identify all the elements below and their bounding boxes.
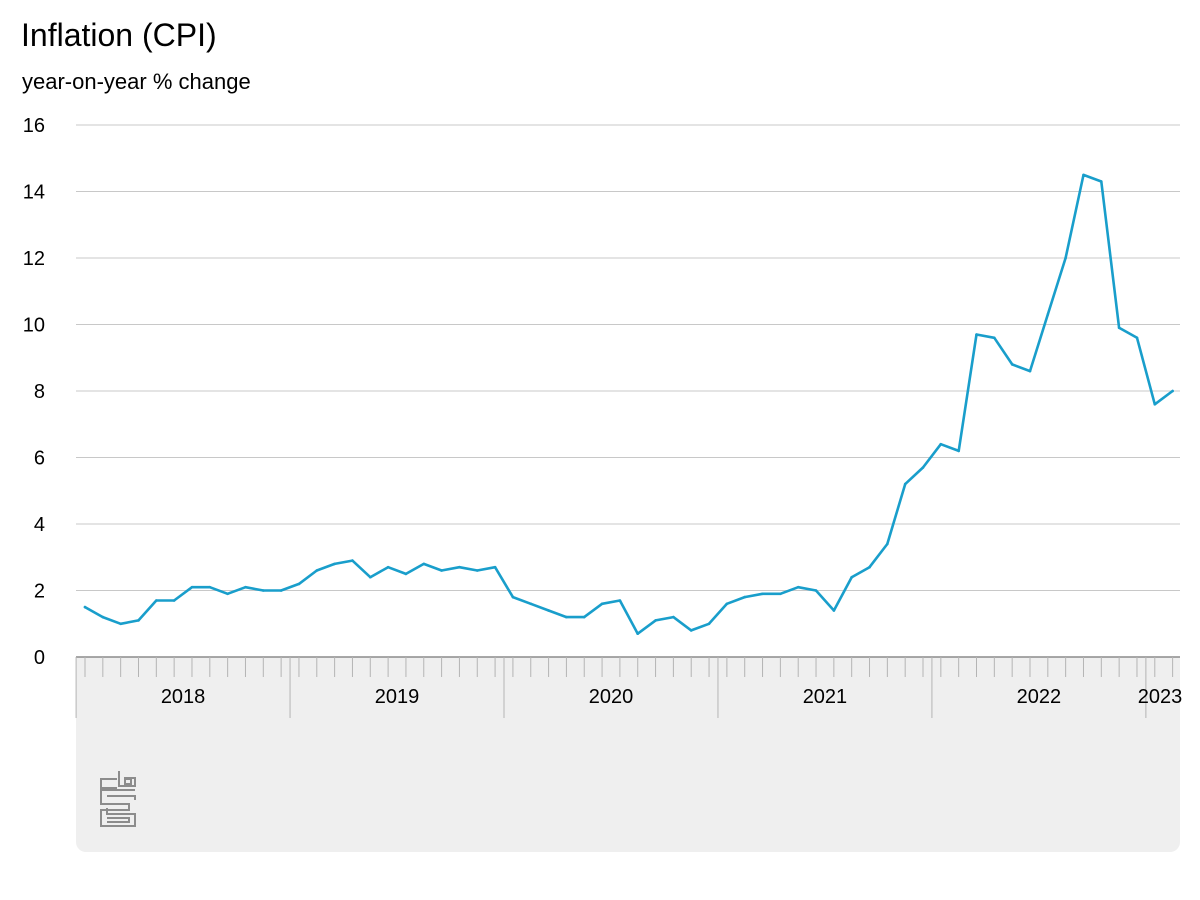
data-point-2018-06: [172, 599, 176, 602]
data-point-2019-04: [351, 559, 354, 562]
y-tick-label-2: 2: [34, 581, 45, 603]
data-point-2018-07: [190, 585, 194, 589]
data-point-2018-12: [279, 589, 283, 592]
data-point-2020-07: [618, 599, 622, 602]
data-point-2018-05: [155, 599, 158, 602]
x-year-label-2022: 2022: [1017, 686, 1062, 708]
data-point-2022-09: [1082, 173, 1085, 177]
data-point-2019-01: [297, 582, 301, 586]
data-point-2020-04: [565, 615, 568, 619]
data-point-2023-01: [1153, 403, 1157, 406]
data-point-2018-02: [101, 615, 105, 619]
y-tick-label-16: 16: [23, 115, 45, 137]
footer-panel: [76, 718, 1180, 852]
data-point-2020-10: [672, 615, 675, 619]
x-year-label-2018: 2018: [161, 686, 206, 708]
data-point-2022-11: [1117, 326, 1121, 330]
data-point-2019-05: [369, 575, 372, 579]
data-point-2020-08: [636, 632, 639, 635]
data-point-2019-10: [458, 565, 461, 569]
data-point-2018-03: [119, 622, 122, 626]
data-point-2022-02: [957, 449, 960, 453]
data-point-2018-04: [137, 619, 140, 622]
data-point-2019-02: [315, 569, 319, 572]
x-axis-band: [76, 657, 1180, 718]
data-point-2018-01: [83, 605, 87, 609]
data-point-2019-06: [386, 565, 390, 569]
series-line: [83, 173, 1174, 635]
data-point-2021-10: [886, 542, 889, 546]
data-point-2020-09: [654, 619, 657, 622]
x-year-label-2023: 2023: [1138, 686, 1183, 708]
data-point-2020-03: [547, 609, 550, 612]
data-point-2020-11: [689, 629, 693, 632]
data-point-2021-01: [725, 602, 729, 606]
data-point-2021-04: [779, 592, 782, 596]
data-point-2023-02: [1171, 389, 1174, 393]
x-year-label-2019: 2019: [375, 686, 420, 708]
data-point-2019-08: [422, 562, 426, 566]
y-tick-label-10: 10: [23, 315, 45, 337]
y-tick-label-12: 12: [23, 248, 45, 270]
data-point-2019-07: [404, 572, 408, 576]
data-point-2020-06: [600, 602, 604, 606]
y-tick-label-14: 14: [23, 182, 45, 204]
data-point-2022-07: [1046, 313, 1050, 316]
data-point-2022-04: [993, 336, 996, 340]
data-point-2021-09: [868, 565, 871, 569]
x-year-label-2020: 2020: [589, 686, 634, 708]
data-point-2018-09: [226, 592, 229, 596]
data-point-2022-05: [1010, 363, 1014, 366]
data-point-2021-05: [796, 585, 800, 589]
chart-title: Inflation (CPI): [21, 17, 217, 53]
data-point-2021-12: [921, 466, 925, 469]
data-point-2021-11: [903, 482, 907, 486]
data-point-2020-05: [582, 615, 586, 619]
data-point-2019-03: [333, 562, 336, 566]
x-year-label-2021: 2021: [803, 686, 848, 708]
data-point-2021-06: [814, 589, 818, 592]
y-tick-label-0: 0: [34, 647, 45, 669]
data-point-2021-02: [743, 595, 746, 599]
y-tick-label-4: 4: [34, 514, 45, 536]
x-year-labels: 2018 2019 2020 2021 2022 2023: [161, 686, 1182, 708]
y-tick-label-8: 8: [34, 381, 45, 403]
chart-subtitle: year-on-year % change: [22, 69, 251, 94]
data-point-2019-12: [493, 565, 497, 569]
data-point-2022-01: [939, 442, 943, 446]
y-tick-labels: 0 2 4 6 8 10 12 14 16: [23, 115, 45, 669]
data-point-2020-01: [511, 595, 515, 599]
data-point-2021-03: [761, 592, 764, 596]
y-gridlines: [76, 124, 1180, 658]
data-point-2018-08: [208, 585, 212, 589]
data-point-2022-12: [1135, 336, 1139, 340]
data-point-2021-08: [850, 575, 853, 579]
data-point-2020-02: [529, 602, 533, 606]
data-point-2022-08: [1064, 256, 1067, 260]
cbs-logo-icon: [100, 771, 136, 827]
data-point-2022-06: [1028, 369, 1032, 373]
data-point-2020-12: [707, 622, 711, 626]
data-point-2018-10: [244, 585, 247, 589]
data-point-2018-11: [262, 589, 265, 592]
y-tick-label-6: 6: [34, 448, 45, 470]
data-point-2019-11: [476, 569, 479, 572]
series-points: [83, 173, 1174, 635]
data-point-2019-09: [440, 569, 443, 572]
data-point-2022-03: [975, 333, 978, 336]
data-point-2021-07: [832, 609, 836, 612]
x-ticks: [75, 657, 1174, 718]
data-point-2022-10: [1100, 180, 1103, 183]
